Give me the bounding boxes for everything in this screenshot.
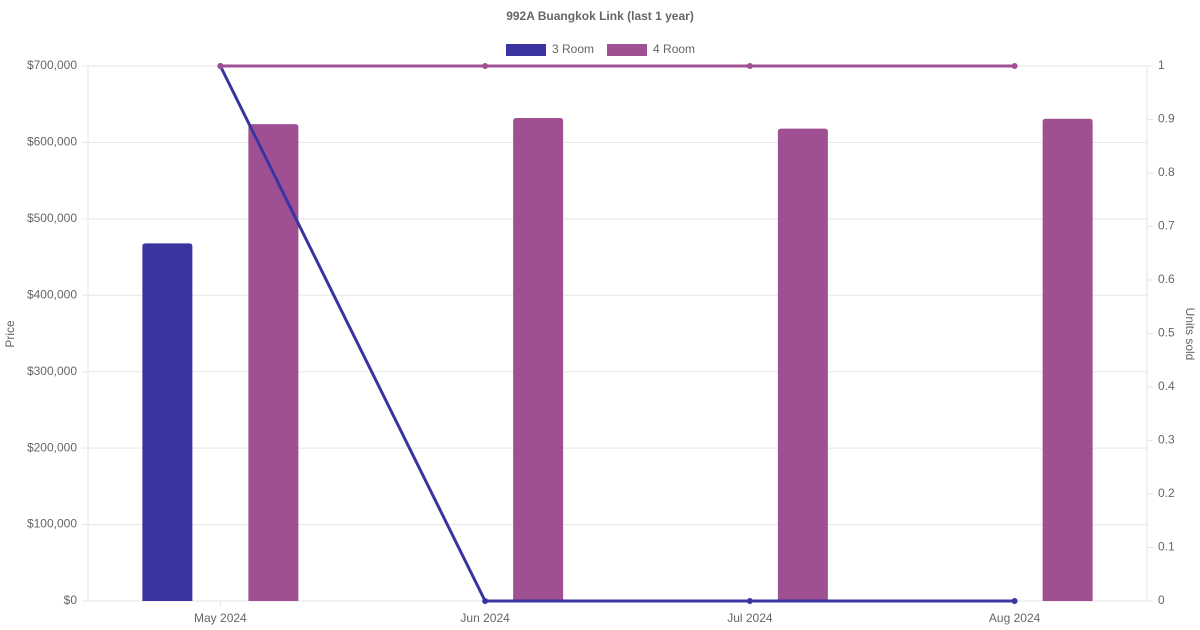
bar [142,243,193,602]
legend-swatch [607,44,648,56]
y2-axis-title: Units sold [1183,308,1197,361]
y2-tick-label: 0.4 [1158,379,1175,393]
y-tick-label: $300,000 [27,364,77,378]
units-point [217,63,224,69]
units-point [746,63,753,69]
x-tick-label: May 2024 [194,611,247,625]
units-point [746,598,753,604]
y2-tick-label: 0.5 [1158,326,1175,340]
y2-tick-label: 0.6 [1158,272,1175,286]
y-tick-label: $200,000 [27,440,77,454]
y2-tick-label: 0.2 [1158,486,1175,500]
legend-label: 3 Room [552,42,594,56]
legend-label: 4 Room [653,42,695,56]
bar [1042,118,1093,601]
y-axis-title: Price [3,320,17,348]
units-point [482,598,489,604]
units-point [482,63,489,69]
y2-tick-label: 0.3 [1158,433,1175,447]
y2-tick-label: 1 [1158,58,1165,72]
units-line [219,65,1015,603]
chart-title: 992A Buangkok Link (last 1 year) [506,9,694,23]
bar [513,117,564,601]
y-tick-label: $500,000 [27,211,77,225]
y-tick-label: $0 [64,593,78,607]
y2-tick-label: 0.7 [1158,219,1175,233]
y-tick-label: $600,000 [27,135,77,149]
y-tick-label: $400,000 [27,287,77,301]
x-tick-label: Jun 2024 [460,611,510,625]
y-tick-label: $700,000 [27,58,77,72]
legend-swatch [506,44,546,56]
y-tick-label: $100,000 [27,517,77,531]
y2-tick-label: 0.8 [1158,165,1175,179]
units-point [1011,63,1018,69]
bar [248,124,299,601]
bar [777,128,828,601]
x-tick-label: Jul 2024 [727,611,773,625]
y2-tick-label: 0.1 [1158,540,1175,554]
x-tick-label: Aug 2024 [989,611,1041,625]
y2-tick-label: 0.9 [1158,112,1175,126]
units-point [1011,598,1018,604]
y2-tick-label: 0 [1158,593,1165,607]
